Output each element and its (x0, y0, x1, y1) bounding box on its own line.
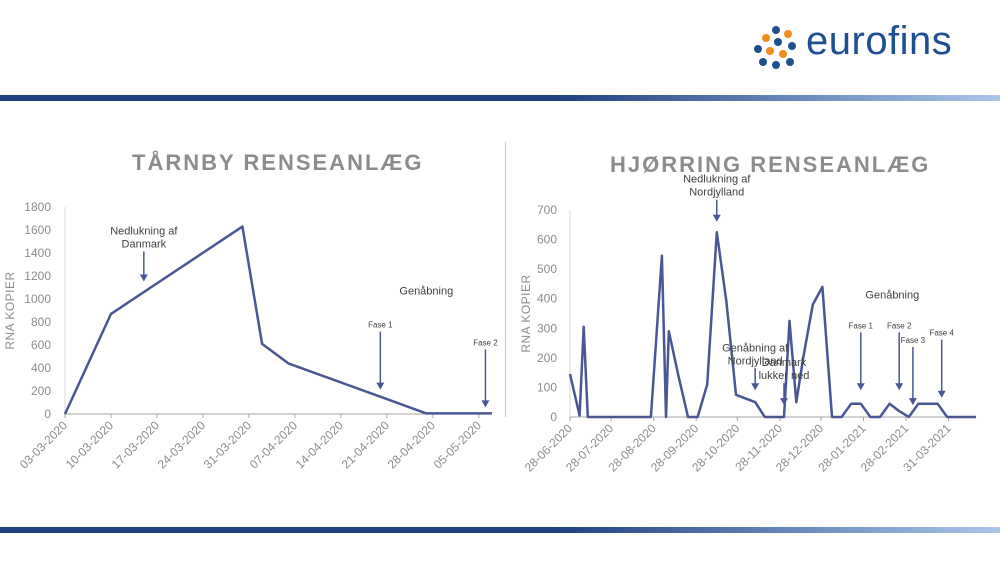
y-tick-label: 1000 (24, 292, 51, 306)
eurofins-logo: eurofins (752, 19, 982, 71)
annotation-text: Fase 1 (368, 321, 393, 330)
annotation-fase3: Fase 3 (901, 336, 926, 406)
footer-band (0, 527, 1000, 533)
annotation-arrowhead (895, 383, 904, 391)
annotation-text: Nordjylland (689, 187, 744, 199)
chart-title-hjorring: HJØRRING RENSEANLÆG (610, 152, 931, 177)
annotation-text: Fase 1 (849, 321, 874, 330)
annotation-text: Fase 2 (887, 321, 912, 330)
y-tick-label: 400 (537, 292, 557, 306)
y-tick-label: 600 (537, 233, 557, 247)
y-tick-label: 500 (537, 262, 557, 276)
eurofins-logo-mark-icon (754, 26, 796, 69)
y-tick-label: 1200 (24, 269, 51, 283)
annotation-fase1: Fase 1 (849, 321, 874, 391)
annotation-text: Nedlukning af (110, 226, 178, 238)
annotation-fase2: Fase 2 (887, 321, 912, 391)
y-tick-label: 0 (550, 410, 557, 424)
y-axis-label: RNA KOPIER (519, 274, 533, 352)
y-tick-label: 800 (31, 315, 51, 329)
annotation-text: Genåbning af (722, 342, 789, 354)
chart-title-tarnby: TÅRNBY RENSEANLÆG (132, 150, 424, 175)
y-tick-label: 200 (537, 351, 557, 365)
annotation-arrowhead (779, 398, 788, 406)
y-tick-label: 1600 (24, 223, 51, 237)
annotation-arrowhead (139, 274, 148, 282)
header-band (0, 95, 1000, 101)
y-axis-label: RNA KOPIER (3, 271, 17, 349)
annotation-arrowhead (481, 400, 490, 408)
annotation-text: Nedlukning af (683, 174, 751, 186)
annotation-text: Fase 3 (901, 336, 926, 345)
series-line (568, 230, 976, 419)
annotation-text: Danmark (762, 357, 807, 369)
annotation-fase4: Fase 4 (929, 329, 954, 398)
chart-divider (505, 142, 506, 417)
annotation-fase1: Fase 1 (368, 321, 393, 390)
annotation-arrowhead (856, 383, 865, 391)
annotation-text: lukker ned (759, 370, 810, 382)
annotation-arrowhead (908, 398, 917, 406)
annotation-text: Fase 4 (929, 329, 954, 338)
logo-wordmark: eurofins (806, 19, 953, 63)
annotation-arrowhead (376, 382, 385, 390)
y-tick-label: 0 (44, 407, 51, 421)
y-tick-label: 100 (537, 380, 557, 394)
annotation-arrowhead (937, 390, 946, 398)
annotation-text: Danmark (122, 239, 167, 251)
annotation-genabning: Genåbning (399, 285, 453, 297)
y-tick-label: 1400 (24, 246, 51, 260)
y-tick-label: 600 (31, 338, 51, 352)
annotation-arrowhead (751, 383, 760, 391)
annotation-genabning: Genåbning (865, 290, 919, 302)
y-tick-label: 300 (537, 321, 557, 335)
y-tick-label: 400 (31, 361, 51, 375)
y-tick-label: 700 (537, 203, 557, 217)
annotation-fase2: Fase 2 (473, 338, 498, 408)
y-tick-label: 200 (31, 384, 51, 398)
y-tick-label: 1800 (24, 200, 51, 214)
annotation-text: Fase 2 (473, 338, 498, 347)
annotation-arrowhead (712, 214, 721, 222)
annotation-text: Nordjylland (728, 355, 783, 367)
